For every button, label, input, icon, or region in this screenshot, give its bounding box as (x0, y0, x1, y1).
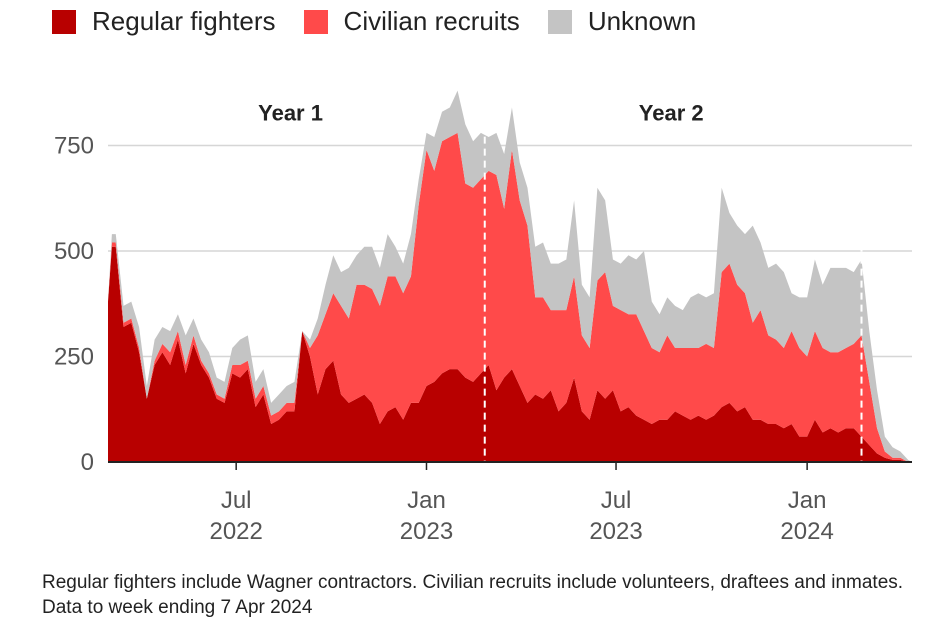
footnote: Regular fighters include Wagner contract… (42, 572, 904, 618)
y-tick-label-250: 250 (54, 344, 94, 371)
legend: Regular fighters Civilian recruits Unkno… (52, 6, 724, 37)
legend-item-civilian: Civilian recruits (303, 6, 520, 37)
y-tick-label-750: 750 (54, 133, 94, 160)
legend-swatch-regular (52, 9, 76, 34)
x-tick-label-year-3: 2024 (780, 518, 833, 545)
x-tick-label-year-1: 2023 (400, 518, 453, 545)
x-tick-label-year-0: 2022 (209, 518, 262, 545)
x-tick-label-month-3: Jan (788, 487, 827, 514)
area-civilian-recruits (108, 132, 912, 462)
x-tick-label-month-0: Jul (221, 487, 252, 514)
legend-label-regular: Regular fighters (92, 6, 276, 36)
x-tick-label-year-2: 2023 (589, 518, 642, 545)
legend-label-unknown: Unknown (587, 6, 697, 36)
x-tick-label-month-2: Jul (601, 487, 632, 514)
annotation-year-1: Year 1 (258, 101, 323, 126)
y-tick-label-500: 500 (54, 238, 94, 265)
x-tick-label-month-1: Jan (407, 487, 446, 514)
area-unknown (108, 90, 912, 462)
y-tick-label-0: 0 (81, 449, 94, 476)
legend-item-regular: Regular fighters (52, 6, 276, 37)
annotation-year-2: Year 2 (639, 101, 704, 126)
legend-label-civilian: Civilian recruits (343, 6, 520, 36)
legend-swatch-civilian (303, 9, 328, 34)
area-regular-fighters (108, 246, 912, 462)
legend-item-unknown: Unknown (547, 6, 697, 37)
legend-swatch-unknown (547, 9, 572, 34)
